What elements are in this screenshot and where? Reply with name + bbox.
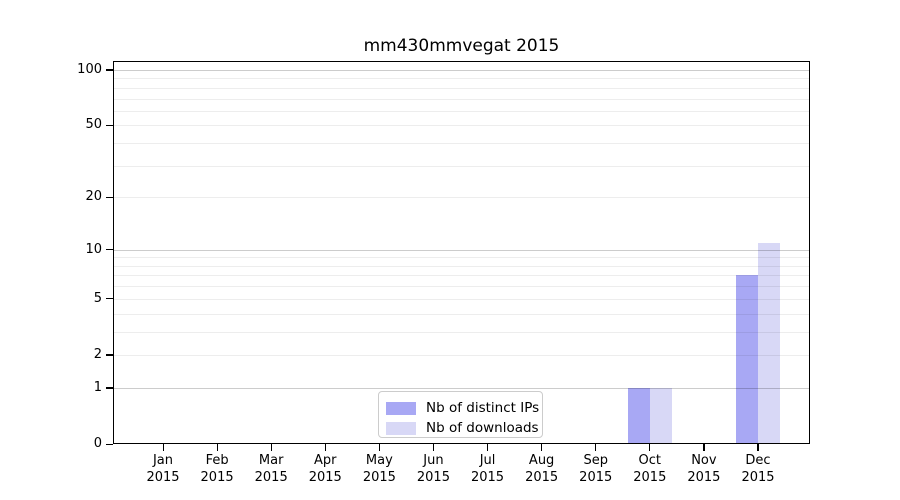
gridline-minor <box>113 98 810 100</box>
x-tick-mark <box>270 444 272 451</box>
legend-item-distinct-ips: Nb of distinct IPs <box>386 398 539 418</box>
bar-nb-of-distinct-ips-dec <box>735 275 758 444</box>
x-tick-label: Jul 2015 <box>456 452 520 486</box>
gridline-major <box>113 69 810 71</box>
x-tick-label: Aug 2015 <box>510 452 574 486</box>
x-tick-month: Sep <box>583 453 608 468</box>
x-tick-mark <box>432 444 435 451</box>
gridline-minor <box>113 125 810 127</box>
bar-nb-of-downloads-oct <box>649 387 672 444</box>
x-tick-mark <box>703 444 705 451</box>
gridline-minor <box>113 143 810 145</box>
x-tick-mark <box>541 444 543 451</box>
gridline-minor <box>113 313 810 315</box>
x-tick-year: 2015 <box>470 470 505 485</box>
legend-label-downloads: Nb of downloads <box>426 420 539 436</box>
chart-title: mm430mmvegat 2015 <box>363 36 560 56</box>
y-tick-mark <box>106 124 113 127</box>
x-tick-year: 2015 <box>687 470 721 485</box>
x-tick-month: Jun <box>423 453 444 468</box>
x-tick-label: Jun 2015 <box>401 452 465 486</box>
x-tick-label: Apr 2015 <box>293 452 357 486</box>
x-tick-month: Feb <box>205 453 229 468</box>
legend-swatch-downloads <box>386 421 416 435</box>
x-tick-month: Jan <box>152 453 174 468</box>
gridline-minor <box>113 110 810 112</box>
x-tick-year: 2015 <box>525 470 559 485</box>
y-tick-mark <box>106 298 113 300</box>
x-tick-mark <box>757 444 759 451</box>
x-tick-month: Nov <box>691 453 717 468</box>
x-tick-month: Aug <box>528 453 555 468</box>
x-tick-mark <box>649 444 651 451</box>
y-tick-label: 5 <box>93 290 102 306</box>
gridline-minor <box>113 354 810 356</box>
x-tick-month: Apr <box>314 453 337 468</box>
legend-swatch-distinct-ips <box>386 401 416 415</box>
x-tick-mark <box>595 444 597 451</box>
x-tick-mark <box>487 444 489 451</box>
gridline-minor <box>113 165 810 167</box>
gridline-major <box>113 249 810 251</box>
gridline-minor <box>113 275 810 277</box>
gridline-minor <box>113 298 810 300</box>
bar-nb-of-distinct-ips-oct <box>627 387 650 444</box>
x-tick-label: Nov 2015 <box>672 452 736 486</box>
legend-item-downloads: Nb of downloads <box>386 418 539 438</box>
x-tick-year: 2015 <box>362 470 396 485</box>
gridline-major <box>113 387 810 389</box>
x-tick-month: May <box>365 453 393 468</box>
x-tick-label: Dec 2015 <box>726 452 790 486</box>
legend-label-distinct-ips: Nb of distinct IPs <box>426 400 540 416</box>
gridline-minor <box>113 257 810 259</box>
y-tick-label: 100 <box>77 61 102 77</box>
x-tick-month: Mar <box>258 453 284 468</box>
x-tick-year: 2015 <box>579 470 613 485</box>
x-tick-year: 2015 <box>308 470 342 485</box>
x-tick-year: 2015 <box>741 470 775 485</box>
x-tick-label: May 2015 <box>347 452 411 486</box>
y-tick-label: 50 <box>85 117 102 133</box>
x-tick-label: Jan 2015 <box>131 452 195 486</box>
y-tick-mark <box>106 69 113 71</box>
x-tick-mark <box>378 444 381 451</box>
y-tick-label: 1 <box>93 379 102 395</box>
x-tick-year: 2015 <box>254 470 288 485</box>
x-tick-year: 2015 <box>200 470 234 485</box>
y-tick-mark <box>106 196 113 198</box>
y-tick-mark <box>106 387 113 389</box>
legend: Nb of distinct IPs Nb of downloads <box>378 391 543 438</box>
x-tick-mark <box>216 444 218 451</box>
y-tick-mark <box>106 249 113 251</box>
x-tick-label: Mar 2015 <box>239 452 303 486</box>
gridline-minor <box>113 286 810 288</box>
x-tick-label: Oct 2015 <box>618 452 682 486</box>
x-tick-mark <box>324 444 326 451</box>
y-tick-label: 0 <box>93 436 102 451</box>
y-tick-label: 10 <box>85 241 102 257</box>
x-tick-year: 2015 <box>633 470 667 485</box>
x-tick-month: Dec <box>745 453 771 468</box>
x-tick-mark <box>162 444 164 451</box>
x-tick-label: Sep 2015 <box>564 452 628 486</box>
gridline-minor <box>113 197 810 199</box>
gridline-minor <box>113 78 810 80</box>
x-tick-year: 2015 <box>416 470 450 485</box>
x-tick-month: Oct <box>638 453 662 468</box>
x-tick-label: Feb 2015 <box>185 452 249 486</box>
gridline-minor <box>113 87 810 89</box>
y-tick-label: 20 <box>85 189 102 205</box>
x-tick-month: Jul <box>479 453 496 468</box>
gridline-minor <box>113 331 810 333</box>
plot-border <box>113 61 810 444</box>
bar-nb-of-downloads-dec <box>757 242 780 444</box>
gridline-minor <box>113 265 810 267</box>
y-tick-mark <box>106 354 113 356</box>
x-tick-year: 2015 <box>146 470 180 485</box>
y-tick-label: 2 <box>93 346 102 362</box>
y-tick-mark <box>106 443 113 445</box>
